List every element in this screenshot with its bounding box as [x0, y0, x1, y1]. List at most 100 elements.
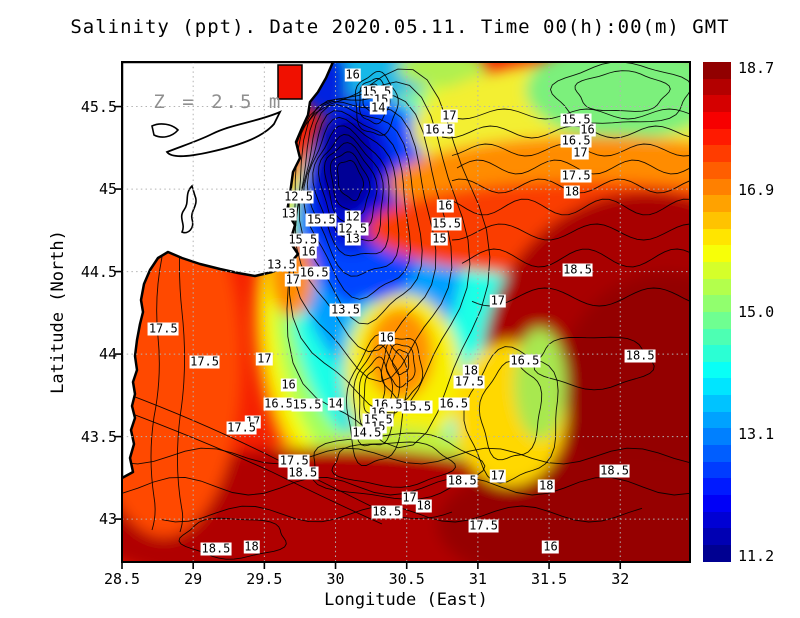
depth-annotation: Z = 2.5 m: [153, 90, 284, 113]
contour-label: 18: [415, 498, 433, 513]
contour-label: 17.5: [147, 321, 179, 336]
river-liman-cell: [277, 64, 303, 100]
contour-label-layer: 16 15.5 15 14 17 16.5 15.5 16 16.5 17 17.5 18 16 15.5…: [122, 62, 690, 562]
colorbar-tick-label: 16.9: [738, 181, 775, 199]
y-tick-label: 44.5: [80, 262, 117, 281]
liman-outline: [165, 110, 282, 158]
colorbar-segment: [703, 545, 731, 562]
colorbar-segment: [703, 345, 731, 362]
colorbar-segment: [703, 161, 731, 179]
contour-label: 14: [370, 100, 387, 115]
contour-label: 17.5: [468, 518, 500, 533]
colorbar-segment: [703, 278, 731, 296]
contour-label: 17.5: [560, 168, 592, 183]
contour-label: 17.5: [226, 420, 258, 435]
contour-label: 18: [243, 539, 260, 554]
contour-label: 17.5: [453, 374, 485, 389]
contour-label: 12.5: [337, 221, 369, 236]
contour-label: 16: [542, 539, 559, 554]
colorbar-tick-label: 15.0: [738, 303, 775, 321]
colorbar-segment: [703, 211, 731, 229]
contour-label: 14: [327, 396, 344, 411]
y-tick-label: 45.5: [80, 97, 117, 116]
contour-label: 16.5: [298, 265, 330, 280]
x-tick-label: 32: [611, 570, 630, 588]
x-tick-label: 30.5: [388, 570, 425, 588]
colorbar-segment: [703, 495, 731, 512]
contour-label: 17: [401, 490, 418, 505]
colorbar-tick-label: 13.1: [738, 425, 775, 443]
contour-label: 17: [489, 293, 507, 308]
contour-label: 13.5: [330, 302, 361, 317]
colorbar-segment: [703, 411, 731, 429]
x-tick-label: 28.5: [103, 570, 141, 588]
contour-label: 17: [284, 272, 302, 287]
contour-label: 15.5: [431, 216, 463, 231]
contour-label: 15.5: [291, 397, 323, 412]
liman-outline: [151, 123, 180, 138]
colorbar-segment: [703, 178, 731, 196]
x-axis-title: Longitude (East): [324, 590, 488, 610]
contour-label: 18: [462, 363, 479, 378]
x-tick-label: 31.5: [531, 570, 568, 588]
contour-label: 13.5: [265, 257, 297, 272]
contour-label: 16.5: [560, 133, 592, 148]
contour-label: 17: [256, 351, 273, 366]
contour-label: 15: [431, 231, 448, 246]
contour-label: 18.5: [287, 465, 319, 480]
colorbar-segment: [703, 528, 731, 546]
contour-label: 17.5: [278, 453, 310, 468]
colorbar-tick-label: 18.7: [738, 59, 775, 77]
y-tick-label: 45: [98, 180, 117, 199]
contour-label: 18.5: [446, 473, 478, 488]
colorbar: [703, 62, 731, 562]
x-tick-label: 29: [184, 570, 203, 588]
contour-label: 13: [280, 206, 297, 221]
contour-label: 16: [280, 377, 297, 392]
contour-label: 18: [537, 478, 555, 493]
y-tick-label: 43.5: [80, 427, 117, 446]
x-tick-label: 29.5: [246, 570, 283, 588]
contour-label: 16: [300, 244, 317, 259]
y-tick-label: 43: [98, 510, 117, 529]
contour-label: 16: [436, 198, 454, 213]
colorbar-segment: [703, 445, 731, 462]
contour-label: 18.5: [371, 504, 403, 519]
contour-label: 18: [563, 184, 581, 199]
colorbar-segment: [703, 111, 731, 129]
contour-label: 14.5: [351, 425, 383, 440]
contour-label: 16: [378, 330, 396, 345]
colorbar-tick-label: 11.2: [738, 547, 775, 565]
y-tick-label: 44: [98, 345, 117, 364]
contour-label: 17: [489, 468, 507, 483]
contour-label: 16.5: [438, 396, 470, 411]
x-tick-label: 31: [468, 570, 487, 588]
contour-label: 16.5: [509, 353, 541, 368]
axis-ticks: [115, 105, 622, 569]
colorbar-segment: [703, 228, 731, 246]
colorbar-segment: [703, 245, 731, 262]
colorbar-segment: [703, 62, 731, 79]
colorbar-segment: [703, 395, 731, 412]
contour-label: 12: [344, 209, 361, 224]
colorbar-segment: [703, 378, 731, 396]
colorbar-segment: [703, 461, 731, 479]
colorbar-segment: [703, 478, 731, 496]
contour-label: 18.5: [624, 348, 656, 363]
contour-label: 17: [441, 108, 458, 123]
contour-label: 15.5: [287, 232, 319, 247]
contour-label: 16.5: [263, 396, 295, 411]
colorbar-segment: [703, 295, 731, 312]
contour-label: 12.5: [283, 189, 314, 204]
x-tick-label: 30: [326, 570, 345, 588]
colorbar-segment: [703, 511, 731, 529]
contour-label: 15.5: [305, 212, 337, 227]
contour-label: 17: [572, 145, 589, 160]
contour-label: 18.5: [562, 262, 593, 277]
colorbar-segment: [703, 195, 731, 212]
coastline-land: [122, 62, 335, 480]
colorbar-segment: [703, 361, 731, 379]
contour-label: 16: [579, 122, 596, 137]
contour-label: 13: [344, 231, 361, 246]
